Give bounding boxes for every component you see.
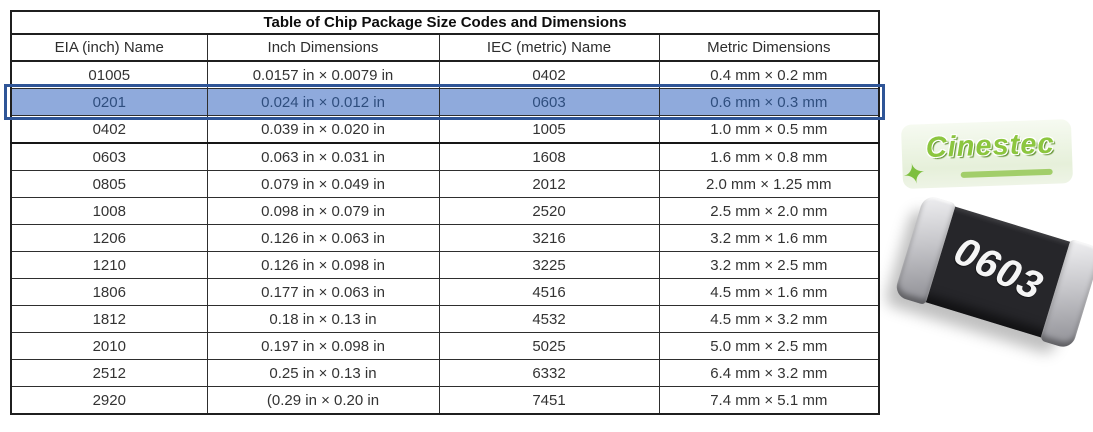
- cell-iec-name: 4516: [438, 278, 660, 306]
- cell-iec-name: 3225: [438, 251, 660, 279]
- logo-tagline-bar: [960, 168, 1053, 178]
- col-header-eia-name: EIA (inch) Name: [10, 33, 208, 62]
- cell-iec-name: 2012: [438, 170, 660, 198]
- cell-iec-name: 1005: [438, 115, 660, 144]
- table-row: 1806 0.177 in × 0.063 in 4516 4.5 mm × 1…: [10, 278, 880, 306]
- cell-metric-dimensions: 4.5 mm × 1.6 mm: [658, 278, 880, 306]
- cell-inch-dimensions: 0.25 in × 0.13 in: [206, 359, 440, 387]
- cell-iec-name: 0402: [438, 60, 660, 89]
- cell-eia-name: 1008: [10, 197, 208, 225]
- cell-metric-dimensions: 6.4 mm × 3.2 mm: [658, 359, 880, 387]
- cell-eia-name: 0603: [10, 142, 208, 171]
- cell-inch-dimensions: 0.079 in × 0.049 in: [206, 170, 440, 198]
- table-header-row: EIA (inch) Name Inch Dimensions IEC (met…: [10, 33, 880, 62]
- cell-eia-name: 1210: [10, 251, 208, 279]
- col-header-iec-name: IEC (metric) Name: [438, 33, 660, 62]
- cell-eia-name: 01005: [10, 60, 208, 89]
- cell-metric-dimensions: 1.0 mm × 0.5 mm: [658, 115, 880, 144]
- table-row: 1210 0.126 in × 0.098 in 3225 3.2 mm × 2…: [10, 251, 880, 279]
- table-row: 0201 0.024 in × 0.012 in 0603 0.6 mm × 0…: [10, 88, 880, 116]
- cell-iec-name: 1608: [438, 142, 660, 171]
- cell-inch-dimensions: (0.29 in × 0.20 in: [206, 386, 440, 415]
- cell-eia-name: 1806: [10, 278, 208, 306]
- cell-eia-name: 1812: [10, 305, 208, 333]
- cell-eia-name: 0201: [10, 88, 208, 116]
- cell-eia-name: 0402: [10, 115, 208, 144]
- table-row: 2512 0.25 in × 0.13 in 6332 6.4 mm × 3.2…: [10, 359, 880, 387]
- cell-inch-dimensions: 0.177 in × 0.063 in: [206, 278, 440, 306]
- leaf-star-icon: ✦: [899, 156, 930, 192]
- cell-eia-name: 2920: [10, 386, 208, 415]
- cell-iec-name: 4532: [438, 305, 660, 333]
- cell-eia-name: 2010: [10, 332, 208, 360]
- col-header-inch-dimensions: Inch Dimensions: [206, 33, 440, 62]
- cell-inch-dimensions: 0.063 in × 0.031 in: [206, 142, 440, 171]
- cell-metric-dimensions: 1.6 mm × 0.8 mm: [658, 142, 880, 171]
- cell-metric-dimensions: 0.6 mm × 0.3 mm: [658, 88, 880, 116]
- cell-inch-dimensions: 0.024 in × 0.012 in: [206, 88, 440, 116]
- table-row: 0402 0.039 in × 0.020 in 1005 1.0 mm × 0…: [10, 115, 880, 144]
- cell-eia-name: 2512: [10, 359, 208, 387]
- cell-inch-dimensions: 0.039 in × 0.020 in: [206, 115, 440, 144]
- cell-iec-name: 5025: [438, 332, 660, 360]
- cell-inch-dimensions: 0.18 in × 0.13 in: [206, 305, 440, 333]
- cell-eia-name: 1206: [10, 224, 208, 252]
- table-row: 1206 0.126 in × 0.063 in 3216 3.2 mm × 1…: [10, 224, 880, 252]
- table-row: 01005 0.0157 in × 0.0079 in 0402 0.4 mm …: [10, 60, 880, 89]
- cell-inch-dimensions: 0.126 in × 0.098 in: [206, 251, 440, 279]
- resistor-body: 0603: [893, 194, 1093, 350]
- cell-inch-dimensions: 0.098 in × 0.079 in: [206, 197, 440, 225]
- cell-metric-dimensions: 0.4 mm × 0.2 mm: [658, 60, 880, 89]
- cinestec-logo: ✦ Cinestec: [899, 119, 1074, 192]
- cell-inch-dimensions: 0.126 in × 0.063 in: [206, 224, 440, 252]
- cell-iec-name: 7451: [438, 386, 660, 415]
- cell-inch-dimensions: 0.197 in × 0.098 in: [206, 332, 440, 360]
- cell-iec-name: 0603: [438, 88, 660, 116]
- logo-brand-text: Cinestec: [925, 127, 1056, 165]
- cell-iec-name: 3216: [438, 224, 660, 252]
- cell-iec-name: 2520: [438, 197, 660, 225]
- chip-size-table: Table of Chip Package Size Codes and Dim…: [4, 10, 885, 415]
- table-row: 1812 0.18 in × 0.13 in 4532 4.5 mm × 3.2…: [10, 305, 880, 333]
- cell-metric-dimensions: 3.2 mm × 2.5 mm: [658, 251, 880, 279]
- table-row: 0805 0.079 in × 0.049 in 2012 2.0 mm × 1…: [10, 170, 880, 198]
- cell-metric-dimensions: 2.0 mm × 1.25 mm: [658, 170, 880, 198]
- cell-metric-dimensions: 2.5 mm × 2.0 mm: [658, 197, 880, 225]
- chip-resistor-photo: 0603: [893, 194, 1093, 350]
- table-row: 2920 (0.29 in × 0.20 in 7451 7.4 mm × 5.…: [10, 386, 880, 415]
- table: Table of Chip Package Size Codes and Dim…: [10, 10, 881, 415]
- table-row: 2010 0.197 in × 0.098 in 5025 5.0 mm × 2…: [10, 332, 880, 360]
- table-title: Table of Chip Package Size Codes and Dim…: [11, 11, 880, 35]
- table-row: 0603 0.063 in × 0.031 in 1608 1.6 mm × 0…: [10, 142, 880, 171]
- cell-metric-dimensions: 5.0 mm × 2.5 mm: [658, 332, 880, 360]
- table-title-row: Table of Chip Package Size Codes and Dim…: [11, 11, 880, 35]
- cell-metric-dimensions: 3.2 mm × 1.6 mm: [658, 224, 880, 252]
- cell-metric-dimensions: 7.4 mm × 5.1 mm: [658, 386, 880, 415]
- col-header-metric-dimensions: Metric Dimensions: [658, 33, 880, 62]
- cell-inch-dimensions: 0.0157 in × 0.0079 in: [206, 60, 440, 89]
- cell-eia-name: 0805: [10, 170, 208, 198]
- cell-metric-dimensions: 4.5 mm × 3.2 mm: [658, 305, 880, 333]
- table-body: 01005 0.0157 in × 0.0079 in 0402 0.4 mm …: [10, 60, 880, 415]
- table-row: 1008 0.098 in × 0.079 in 2520 2.5 mm × 2…: [10, 197, 880, 225]
- cell-iec-name: 6332: [438, 359, 660, 387]
